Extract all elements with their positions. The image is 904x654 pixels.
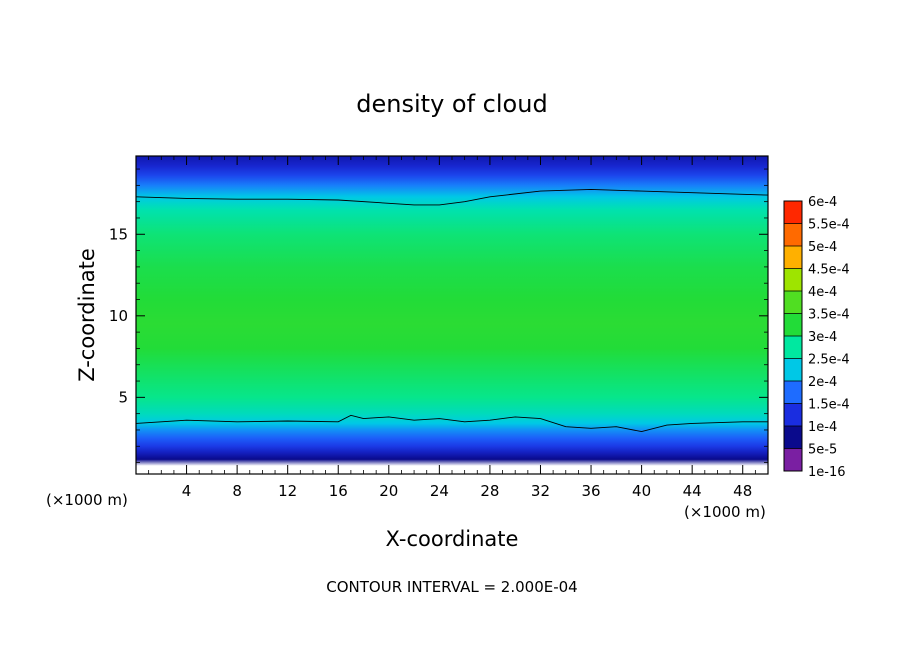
colorbar: 1e-16 5e-5 1e-4 1.5e-4 2e-4 2.5e-4 3e-4 3.5e-4 4… — [783, 195, 850, 480]
colorbar-swatch — [784, 358, 802, 381]
y-axis-label: Z-coordinate — [75, 248, 99, 382]
colorbar-label: 1e-4 — [808, 420, 837, 435]
y-tick-label: 5 — [118, 388, 128, 406]
y-tick-label: 10 — [109, 307, 128, 325]
colorbar-label: 5.5e-4 — [808, 218, 850, 233]
x-tick-label: 48 — [733, 482, 752, 500]
x-tick-label: 8 — [232, 482, 242, 500]
colorbar-label: 5e-4 — [808, 240, 837, 255]
contour-lines — [135, 188, 769, 433]
x-unit-left: (×1000 m) — [46, 491, 128, 509]
colorbar-swatch — [784, 403, 802, 426]
colorbar-label: 3e-4 — [808, 330, 837, 345]
colorbar-label: 2e-4 — [808, 375, 837, 390]
density-field-fill — [136, 156, 768, 474]
colorbar-swatch — [784, 223, 802, 246]
density-field — [136, 156, 768, 474]
x-tick-label: 20 — [379, 482, 398, 500]
colorbar-label: 4e-4 — [808, 285, 837, 300]
x-tick-label: 40 — [632, 482, 651, 500]
contour-line-lower — [135, 414, 768, 433]
colorbar-swatch — [784, 381, 802, 404]
colorbar-label: 1e-16 — [808, 465, 846, 480]
colorbar-label: 3.5e-4 — [808, 308, 850, 323]
chart-title: density of cloud — [356, 90, 547, 118]
contour-interval-note: CONTOUR INTERVAL = 2.000E-04 — [326, 578, 577, 596]
colorbar-label: 4.5e-4 — [808, 263, 850, 278]
colorbar-swatch — [784, 313, 802, 336]
x-tick-label: 12 — [278, 482, 297, 500]
x-axis-ticks: 4 8 12 16 20 24 28 32 36 40 44 48 — [148, 156, 756, 500]
x-tick-label: 36 — [581, 482, 600, 500]
colorbar-swatch — [784, 426, 802, 449]
colorbar-swatch — [784, 268, 802, 291]
colorbar-label: 5e-5 — [808, 443, 837, 458]
x-tick-label: 44 — [683, 482, 702, 500]
x-tick-label: 16 — [329, 482, 348, 500]
colorbar-swatch — [784, 336, 802, 359]
x-tick-label: 28 — [480, 482, 499, 500]
y-tick-label: 15 — [109, 225, 128, 243]
x-tick-label: 32 — [531, 482, 550, 500]
contour-line-upper — [135, 188, 769, 206]
x-tick-label: 4 — [182, 482, 192, 500]
colorbar-swatch — [784, 291, 802, 314]
y-axis-ticks: 5 10 15 — [109, 168, 768, 463]
x-unit-right: (×1000 m) — [684, 503, 766, 521]
colorbar-label: 2.5e-4 — [808, 353, 850, 368]
x-axis-label: X-coordinate — [386, 527, 519, 551]
colorbar-swatch — [784, 448, 802, 471]
colorbar-swatch — [784, 246, 802, 269]
x-tick-label: 24 — [430, 482, 449, 500]
colorbar-swatch — [784, 201, 802, 224]
colorbar-label: 1.5e-4 — [808, 398, 850, 413]
colorbar-label: 6e-4 — [808, 195, 837, 210]
